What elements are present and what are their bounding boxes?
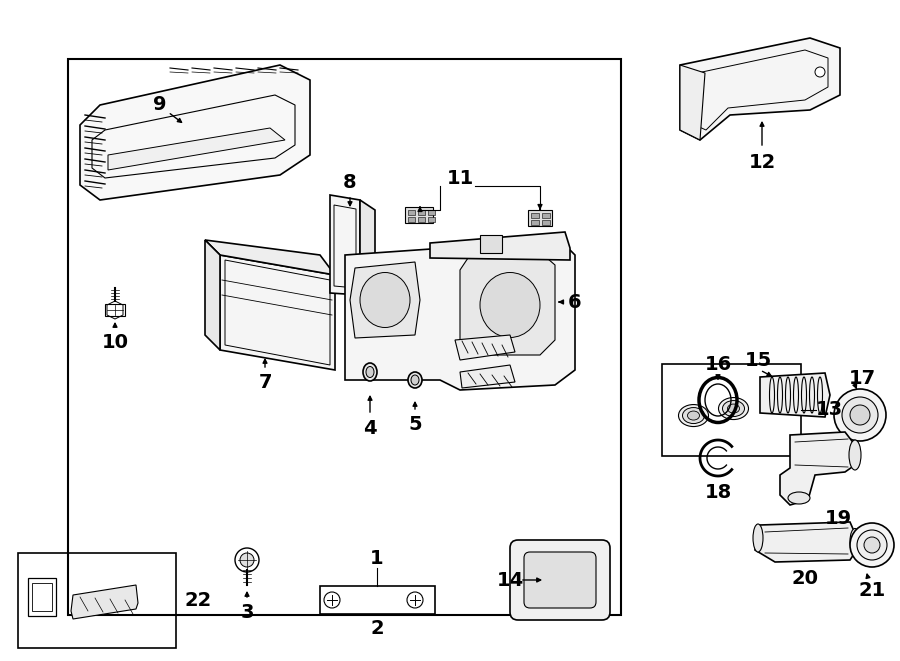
Polygon shape [755, 522, 860, 562]
Text: 2: 2 [370, 619, 383, 637]
Bar [428, 210, 435, 215]
Polygon shape [205, 240, 335, 275]
Polygon shape [205, 240, 220, 350]
Bar [480, 235, 502, 253]
Text: 11: 11 [446, 169, 473, 188]
Bar [68, 59, 621, 615]
Text: 14: 14 [497, 570, 524, 590]
Text: 18: 18 [705, 483, 732, 502]
Circle shape [407, 592, 423, 608]
Circle shape [864, 537, 880, 553]
Ellipse shape [682, 408, 705, 424]
Text: 8: 8 [343, 173, 356, 192]
Polygon shape [71, 585, 138, 619]
Ellipse shape [723, 401, 744, 416]
Polygon shape [460, 365, 515, 388]
Ellipse shape [360, 272, 410, 327]
Polygon shape [460, 252, 555, 355]
FancyBboxPatch shape [524, 552, 596, 608]
Polygon shape [108, 128, 285, 170]
Polygon shape [80, 65, 310, 200]
Circle shape [240, 553, 254, 567]
Bar [32, 583, 52, 611]
Polygon shape [430, 232, 570, 260]
FancyBboxPatch shape [510, 540, 610, 620]
Ellipse shape [688, 411, 699, 420]
Text: 7: 7 [258, 373, 272, 391]
Bar [405, 207, 433, 223]
Ellipse shape [849, 440, 861, 470]
Text: 17: 17 [849, 368, 876, 387]
Polygon shape [350, 262, 420, 338]
Bar [28, 578, 56, 616]
Polygon shape [220, 255, 335, 370]
Circle shape [857, 530, 887, 560]
Bar [542, 213, 550, 218]
Text: 15: 15 [744, 350, 771, 369]
Polygon shape [780, 432, 855, 505]
Ellipse shape [366, 366, 374, 377]
Polygon shape [680, 65, 705, 140]
Ellipse shape [753, 524, 763, 552]
Text: 12: 12 [749, 153, 776, 171]
Text: 9: 9 [153, 95, 166, 114]
Text: 20: 20 [791, 568, 818, 588]
Bar [18, 553, 176, 648]
Text: 19: 19 [824, 508, 851, 527]
Circle shape [850, 523, 894, 567]
Ellipse shape [408, 372, 422, 388]
Circle shape [815, 67, 825, 77]
Ellipse shape [788, 492, 810, 504]
Text: 22: 22 [184, 591, 212, 610]
Text: 6: 6 [568, 293, 581, 311]
Bar [408, 210, 415, 215]
Ellipse shape [727, 404, 740, 413]
Text: 3: 3 [240, 602, 254, 621]
Bar [320, 586, 435, 614]
Ellipse shape [363, 363, 377, 381]
Bar [418, 210, 425, 215]
Circle shape [834, 389, 886, 441]
Ellipse shape [718, 397, 749, 420]
Circle shape [235, 548, 259, 572]
Text: 1: 1 [370, 549, 383, 568]
Polygon shape [360, 200, 375, 302]
Bar [531, 220, 539, 225]
Ellipse shape [411, 375, 419, 385]
Ellipse shape [679, 405, 708, 426]
Circle shape [850, 405, 870, 425]
Ellipse shape [480, 272, 540, 338]
Text: 5: 5 [409, 414, 422, 434]
Polygon shape [455, 335, 515, 360]
Polygon shape [345, 240, 575, 390]
Circle shape [842, 397, 878, 433]
Text: 13: 13 [815, 401, 842, 419]
Polygon shape [760, 373, 830, 417]
Bar [408, 217, 415, 222]
Polygon shape [680, 38, 840, 140]
Text: 4: 4 [364, 418, 377, 438]
Bar [528, 210, 552, 226]
Bar [662, 364, 801, 456]
Text: 10: 10 [102, 332, 129, 352]
Bar [428, 217, 435, 222]
Circle shape [324, 592, 340, 608]
Bar [542, 220, 550, 225]
Text: 16: 16 [705, 356, 732, 375]
Bar [105, 304, 125, 316]
Text: 21: 21 [859, 580, 886, 600]
Bar [531, 213, 539, 218]
Ellipse shape [850, 529, 860, 553]
Bar [418, 217, 425, 222]
Polygon shape [330, 195, 360, 295]
